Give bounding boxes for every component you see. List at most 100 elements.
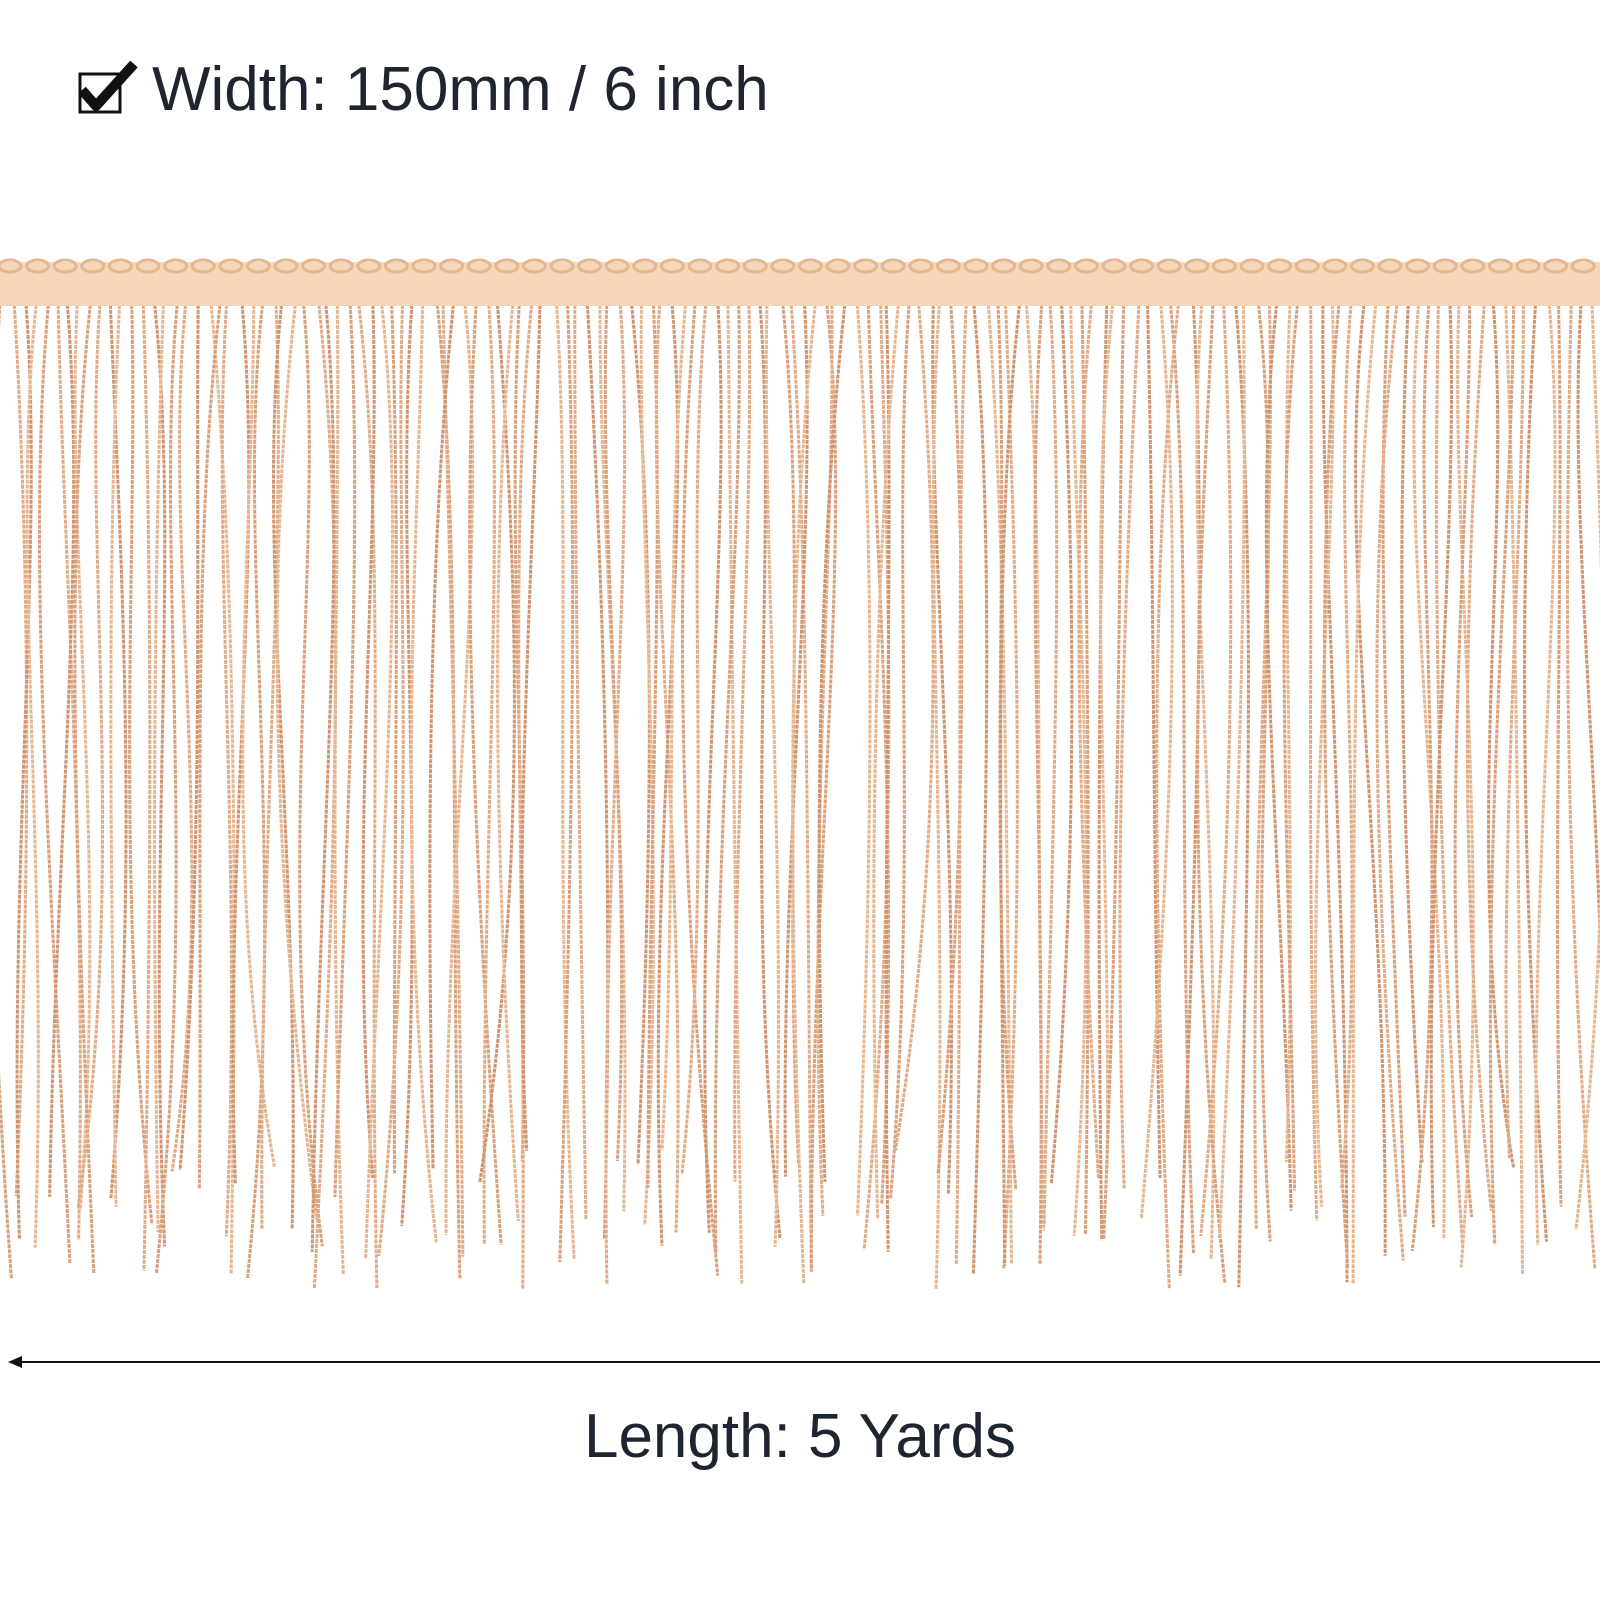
strand [496, 299, 520, 1222]
strand [573, 299, 588, 1220]
strand [361, 299, 376, 1179]
band-loop [466, 258, 492, 274]
band-loop [742, 258, 768, 274]
strand [428, 299, 456, 1170]
strand [1049, 299, 1074, 1185]
checkbox-icon [78, 60, 138, 114]
band-loop [1543, 258, 1569, 274]
strand [312, 299, 337, 1290]
strand [1576, 299, 1600, 979]
length-label: Length: 5 Yards [584, 1402, 1016, 1471]
strand [554, 299, 576, 1259]
strand [733, 299, 752, 1182]
fringe-strands [0, 299, 1600, 1290]
strand [872, 299, 901, 1220]
strand [310, 299, 336, 1252]
strand [1217, 299, 1246, 1239]
strand [681, 299, 720, 1276]
band-loop [1267, 258, 1293, 274]
strand [1099, 299, 1115, 1172]
strand [409, 299, 438, 1243]
strand [1565, 299, 1597, 1270]
band-loop [853, 258, 879, 274]
band-loop [356, 258, 382, 274]
strand [1256, 299, 1272, 1242]
width-label: Width: 150mm / 6 inch [152, 55, 769, 124]
band-loop [135, 258, 161, 274]
strand [726, 299, 744, 1284]
strand [1487, 299, 1516, 1169]
strand [816, 299, 834, 1216]
strand [1354, 299, 1387, 1256]
strand [1309, 299, 1319, 1221]
strand [275, 299, 319, 1220]
strand [333, 299, 357, 1197]
strand [517, 299, 534, 1290]
strand [128, 299, 154, 1225]
band-loop [1432, 258, 1458, 274]
strand [758, 299, 782, 1239]
band-loop [163, 258, 189, 274]
strand [1323, 299, 1350, 1268]
strand [56, 299, 82, 1241]
strand [1412, 299, 1446, 1239]
band-loop [770, 258, 796, 274]
band-loop [1156, 258, 1182, 274]
strand [1465, 299, 1493, 1212]
strand [713, 299, 741, 1253]
strand [789, 299, 813, 1272]
band-loop [494, 258, 520, 274]
band-loop [1018, 258, 1044, 274]
band-loop [245, 258, 271, 274]
band-loop [1487, 258, 1513, 274]
strand [178, 299, 200, 1171]
fringe-loops [0, 258, 1596, 274]
strand [1069, 299, 1088, 1237]
strand [37, 299, 72, 1264]
checkmark [78, 60, 138, 111]
band-loop [273, 258, 299, 274]
strand [245, 299, 267, 1280]
strand [1375, 299, 1405, 1261]
band-loop [1294, 258, 1320, 274]
strand [889, 299, 911, 1199]
strand [1233, 299, 1250, 1288]
band-loop [1460, 258, 1486, 274]
strand [152, 299, 167, 1247]
strand [1340, 299, 1354, 1189]
band-loop [825, 258, 851, 274]
strand [73, 299, 92, 1211]
strand [1351, 299, 1378, 1284]
band-loop [1239, 258, 1265, 274]
strand [1321, 299, 1349, 1283]
strand [15, 299, 33, 1240]
strand [1429, 299, 1453, 1228]
strand [389, 299, 398, 1174]
band-loop [52, 258, 78, 274]
band-loop [25, 258, 51, 274]
strand [377, 299, 405, 1257]
strand [25, 299, 40, 1248]
strand [1453, 299, 1474, 1218]
strand [1033, 299, 1044, 1264]
band-loop [1101, 258, 1127, 274]
strand [680, 299, 708, 1175]
band-loop [1073, 258, 1099, 274]
strand [1504, 299, 1525, 1275]
band-loop [1322, 258, 1348, 274]
band-loop [1377, 258, 1403, 274]
strand [141, 299, 152, 1271]
band-loop [1349, 258, 1375, 274]
band-loop [1184, 258, 1210, 274]
band-loop [80, 258, 106, 274]
band-loop [1570, 258, 1596, 274]
strand [153, 299, 166, 1233]
strand [520, 299, 542, 1151]
strand [1410, 299, 1434, 1252]
strand [1314, 299, 1335, 1207]
band-loop [687, 258, 713, 274]
strand [482, 299, 496, 1245]
band-loop [190, 258, 216, 274]
length-arrow [8, 1356, 1600, 1368]
